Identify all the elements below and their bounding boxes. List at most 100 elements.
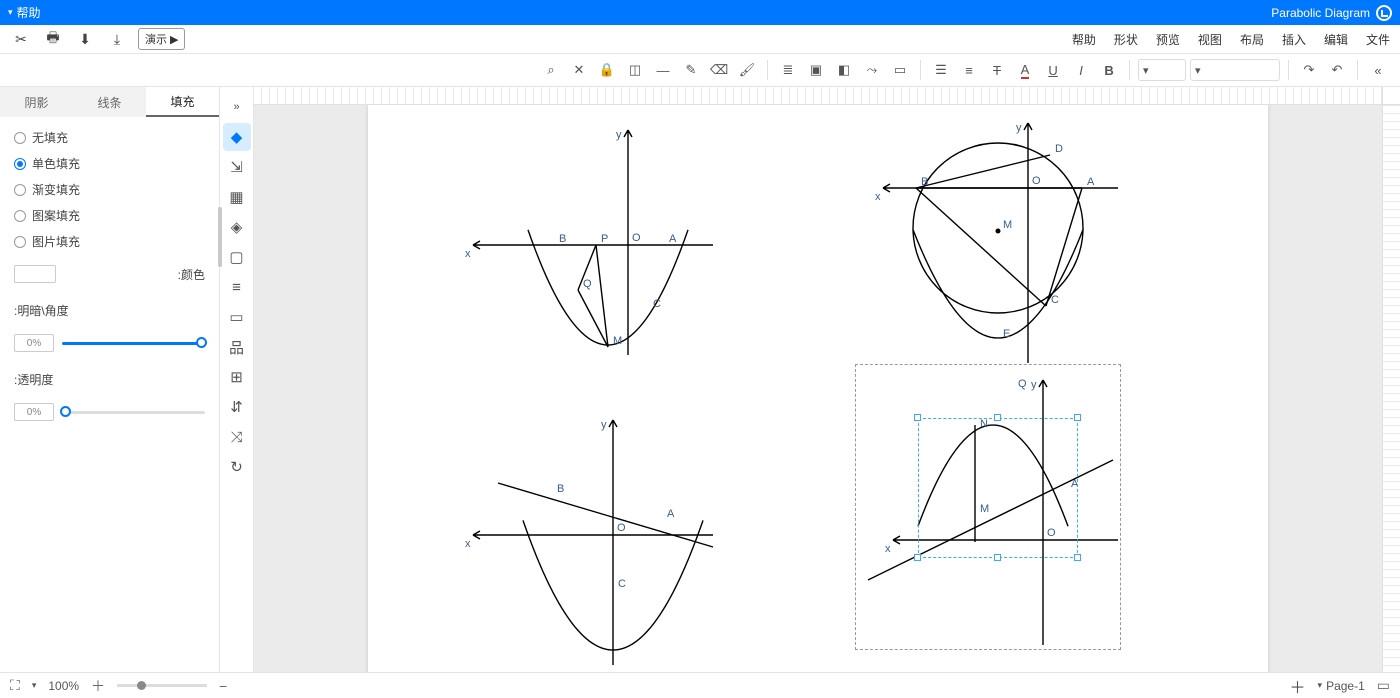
svg-text:x: x [465,538,471,550]
crop-icon[interactable]: ◫ [623,58,647,82]
svg-text:O: O [1032,175,1041,187]
shape-fill-icon[interactable]: ▣ [804,58,828,82]
menu-预览[interactable]: 预览 [1156,31,1180,48]
layers-icon[interactable]: ◈ [223,213,251,241]
fill-option-0[interactable]: 无填充 [14,129,205,146]
selection-handle[interactable] [994,554,1001,561]
page[interactable]: xyOABCPQMxyOABCDEMxyOABCxyOAMNQ [368,105,1268,672]
title-bar: Parabolic Diagram 帮助 ▾ [0,0,1400,25]
selection-handle[interactable] [1074,554,1081,561]
brush-icon[interactable]: 🖌 [735,58,759,82]
align-icon[interactable]: ≡ [957,58,981,82]
settings-icon[interactable]: ✕ [567,58,591,82]
shuffle-icon[interactable]: ⤨ [223,423,251,451]
radio-icon [14,184,26,196]
svg-text:y: y [601,419,607,431]
present-tool-icon[interactable]: ▢ [223,243,251,271]
font-family-select[interactable]: ▾ [1190,59,1280,81]
text-box-icon[interactable]: ▭ [888,58,912,82]
fill-option-2[interactable]: 渐变填充 [14,181,205,198]
menu-插入[interactable]: 插入 [1282,31,1306,48]
database-icon[interactable]: ≡ [223,273,251,301]
status-bar: ▭ Page-1 ▾ ＋ − ＋ 100%▾ ⛶ [0,672,1400,698]
color-swatch[interactable] [14,265,56,283]
selection-handle[interactable] [914,414,921,421]
present-button[interactable]: ▶演示 [138,28,185,50]
fill-option-1[interactable]: 单色填充 [14,155,205,172]
refresh-icon[interactable]: ↻ [223,453,251,481]
shape-outline-icon[interactable]: ◧ [832,58,856,82]
bold-icon[interactable]: B [1097,58,1121,82]
chart-icon[interactable]: ⊞ [223,363,251,391]
line-spacing-icon[interactable]: ☰ [929,58,953,82]
chevron-down-icon: ▾ [8,7,13,18]
spacing-icon[interactable]: ⇵ [223,393,251,421]
valign-icon[interactable]: ≣ [776,58,800,82]
fill-option-3[interactable]: 图案填充 [14,207,205,224]
selection-handle[interactable] [914,554,921,561]
share-menu[interactable]: 帮助 [17,4,41,21]
menu-布局[interactable]: 布局 [1240,31,1264,48]
undo-icon[interactable]: ↶ [1325,58,1349,82]
menu-编辑[interactable]: 编辑 [1324,31,1348,48]
image-icon[interactable]: ▭ [223,303,251,331]
grid-icon[interactable]: ▦ [223,183,251,211]
page-tab[interactable]: Page-1 ▾ [1318,679,1365,693]
strike-icon[interactable]: T [985,58,1009,82]
selection-handle[interactable] [994,414,1001,421]
svg-text:x: x [465,248,471,260]
properties-tab-0[interactable]: 填充 [146,87,219,117]
diagram-parabola-line[interactable]: xyOABC [458,405,718,672]
italic-icon[interactable]: I [1069,58,1093,82]
print-icon[interactable]: 🖶 [42,28,64,50]
canvas-scroll[interactable]: xyOABCPQMxyOABCDEMxyOABCxyOAMNQ [254,105,1382,672]
properties-tab-2[interactable]: 阴影 [0,87,73,117]
menu-帮助[interactable]: 帮助 [1072,31,1096,48]
pen-icon[interactable]: ✎ [679,58,703,82]
zoom-in-icon[interactable]: ＋ [91,676,105,696]
format-toolbar: » ↶ ↷ ▾ ▾ B I U A T ≡ ☰ ▭ ⤳ ◧ ▣ ≣ 🖌 ⌫ ✎ … [0,53,1400,87]
line-style-icon[interactable]: — [651,58,675,82]
eraser-icon[interactable]: ⌫ [707,58,731,82]
tree-icon[interactable]: 品 [223,333,251,361]
connector-icon[interactable]: ⤳ [860,58,884,82]
menu-文件[interactable]: 文件 [1366,31,1390,48]
gradient-slider[interactable]: 0% [14,334,205,352]
fill-option-4[interactable]: 图片填充 [14,233,205,250]
menu-形状[interactable]: 形状 [1114,31,1138,48]
svg-text:C: C [618,578,626,590]
svg-text:A: A [1087,176,1095,188]
lock-icon[interactable]: 🔒 [595,58,619,82]
zoom-slider[interactable] [117,684,207,687]
selection-handle[interactable] [1074,414,1081,421]
pages-icon[interactable]: ▭ [1377,677,1390,694]
radio-icon [14,158,26,170]
zoom-out-icon[interactable]: − [219,678,227,694]
export-icon[interactable]: ⤓ [106,28,128,50]
underline-icon[interactable]: U [1041,58,1065,82]
download-icon[interactable]: ⬇ [74,28,96,50]
opacity-slider[interactable]: 0% [14,403,205,421]
cut-icon[interactable]: ✂ [10,28,32,50]
fullscreen-icon[interactable]: ⛶ [10,677,20,694]
search-icon[interactable]: ⌕ [539,58,563,82]
canvas-area: xyOABCPQMxyOABCDEMxyOABCxyOAMNQ [254,87,1400,672]
redo-icon[interactable]: ↷ [1297,58,1321,82]
menu-视图[interactable]: 视图 [1198,31,1222,48]
diagram-parabola-1[interactable]: xyOABCPQM [458,115,718,365]
font-color-icon[interactable]: A [1013,58,1037,82]
diagram-circle-parabola[interactable]: xyOABCDEM [858,113,1138,373]
collapse-icon[interactable]: « [223,93,251,121]
properties-panel: 填充线条阴影 无填充单色填充渐变填充图案填充图片填充颜色: 明暗\角度: 0% … [0,87,220,672]
add-page-button[interactable]: ＋ [1290,674,1306,698]
font-size-select[interactable]: ▾ [1138,59,1186,81]
fill-tool-icon[interactable]: ◆ [223,123,251,151]
properties-tab-1[interactable]: 线条 [73,87,146,117]
import-icon[interactable]: ⇲ [223,153,251,181]
svg-text:C: C [653,298,661,310]
svg-text:E: E [1003,328,1010,340]
svg-text:M: M [1003,219,1012,231]
more-icon[interactable]: » [1366,58,1390,82]
selection-inner [918,418,1078,558]
quick-toolbar: ▶演示 ⤓ ⬇ 🖶 ✂ [10,28,185,50]
